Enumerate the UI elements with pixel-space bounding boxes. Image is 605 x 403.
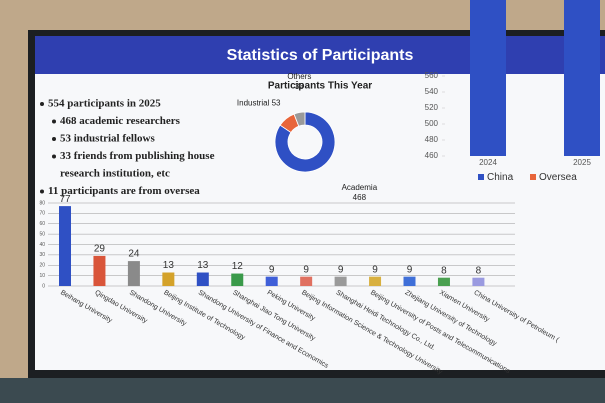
bullet-text: 53 industrial fellows (60, 133, 155, 145)
value-label: 12 (232, 261, 244, 272)
value-label: 24 (128, 249, 140, 260)
y-tick-label: 30 (39, 252, 45, 258)
bar (369, 276, 382, 286)
bar (300, 276, 313, 286)
value-label: 8 (476, 265, 482, 276)
value-label: 13 (197, 260, 209, 271)
bullet-dot (40, 102, 44, 106)
y-tick-label: 60 (39, 221, 45, 227)
value-label: 9 (372, 264, 378, 275)
bar (437, 277, 450, 286)
legend-swatch (530, 174, 536, 180)
bar (127, 261, 140, 286)
bar (403, 276, 416, 286)
y-tick-label: 500 (425, 119, 439, 128)
value-label: 8 (441, 265, 447, 276)
y-tick-label: 0 (42, 283, 45, 289)
value-label: 9 (338, 264, 344, 275)
value-label: 77 (59, 194, 71, 205)
bullet-dot (40, 189, 44, 194)
slice-name: Industrial (237, 99, 270, 108)
slice-name: Others (287, 72, 311, 81)
slice-name: Academia (342, 183, 378, 192)
bar (265, 276, 278, 286)
value-label: 29 (94, 244, 106, 255)
bullet-text: 11 participants are from oversea (48, 185, 200, 197)
x-tick-label: 2024 (479, 158, 497, 167)
value-label: 13 (163, 260, 175, 271)
stacked-segment (564, 0, 600, 156)
slice-label: Industrial 53 (237, 99, 281, 108)
bullet-dot (52, 119, 56, 124)
y-tick-label: 520 (425, 103, 439, 112)
y-tick-label: 80 (39, 200, 45, 206)
y-tick-label: 460 (425, 151, 439, 160)
donut-slice (293, 111, 306, 127)
stacked-segment (470, 0, 506, 156)
slice-value: 468 (353, 193, 367, 202)
slice-value: 33 (295, 82, 304, 91)
bullet-text: 468 academic researchers (60, 115, 181, 127)
bullet-dot (52, 154, 56, 159)
bar (162, 272, 175, 286)
y-tick-label: 560 (425, 71, 439, 80)
bullet-text: research institution, etc (60, 168, 170, 180)
bullet-text: 554 participants in 2025 (48, 98, 161, 110)
y-tick-label: 70 (39, 211, 45, 217)
donut-slice (274, 111, 336, 173)
value-label: 9 (303, 264, 309, 275)
legend-label: China (487, 172, 514, 183)
bar (59, 206, 71, 286)
bullet-dot (52, 137, 56, 141)
legend-swatch (478, 174, 484, 180)
bullet-text: 33 friends from publishing house (60, 150, 215, 162)
y-tick-label: 10 (39, 273, 45, 279)
slice-value: 53 (272, 99, 281, 108)
value-label: 9 (407, 264, 413, 275)
value-label: 9 (269, 264, 275, 275)
chart-title: Participants This Year (268, 81, 372, 92)
floor (0, 378, 605, 403)
bar (472, 277, 485, 286)
y-tick-label: 40 (39, 242, 45, 248)
bar (196, 272, 209, 286)
bar (231, 273, 244, 286)
bar (334, 276, 347, 286)
legend-label: Oversea (539, 172, 577, 183)
y-tick-label: 20 (39, 263, 45, 269)
slide-title: Statistics of Participants (227, 47, 414, 64)
bar (93, 255, 106, 286)
x-tick-label: 2025 (573, 158, 591, 167)
title-band (35, 36, 605, 74)
y-tick-label: 540 (425, 87, 439, 96)
y-tick-label: 50 (39, 231, 45, 237)
y-tick-label: 480 (425, 135, 439, 144)
